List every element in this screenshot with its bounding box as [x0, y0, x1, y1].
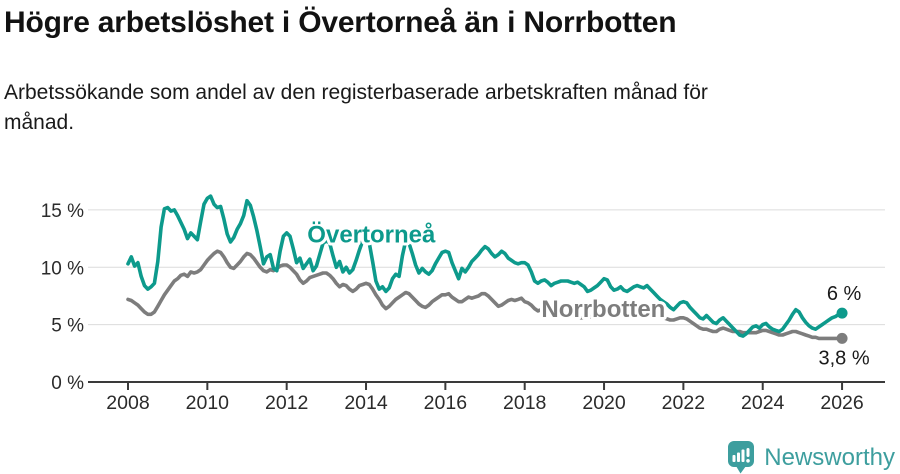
x-axis-tick-label: 2020 [582, 392, 626, 414]
x-axis-tick-label: 2024 [741, 392, 785, 414]
overtornea-end-dot [836, 307, 848, 319]
newsworthy-bar-chart-bubble-icon [728, 441, 755, 474]
chart-subtitle: Arbetssökande som andel av den registerb… [4, 81, 708, 134]
norrbotten-series-label: Norrbotten [541, 296, 665, 323]
x-axis-tick-label: 2010 [186, 392, 230, 414]
overtornea-line [126, 194, 844, 338]
norrbotten-line [126, 249, 844, 341]
newsworthy-wordmark: Newsworthy [764, 443, 895, 471]
y-axis-tick-label: 5 % [51, 316, 84, 337]
chart-title: Högre arbetslöshet i Övertorneå än i Nor… [4, 6, 677, 39]
newsworthy-logo: Newsworthy [727, 441, 895, 474]
overtornea-series-label: Övertorneå [307, 222, 436, 249]
x-axis-tick-label: 2016 [424, 392, 467, 414]
y-axis-tick-label: 15 % [41, 201, 84, 222]
x-axis-tick-label: 2022 [662, 392, 705, 414]
norrbotten-end-dot [836, 332, 848, 344]
x-axis-tick-label: 2026 [820, 392, 863, 414]
x-axis-tick-label: 2012 [265, 392, 308, 414]
y-axis-tick-label: 10 % [41, 258, 84, 279]
overtornea-end-value-label: 6 % [827, 283, 862, 305]
x-axis-tick-label: 2018 [503, 392, 546, 414]
x-axis-tick-label: 2008 [106, 392, 149, 414]
norrbotten-end-value-label: 3,8 % [818, 347, 869, 369]
y-axis-tick-label: 0 % [51, 373, 84, 394]
x-axis-tick-label: 2014 [344, 392, 388, 414]
